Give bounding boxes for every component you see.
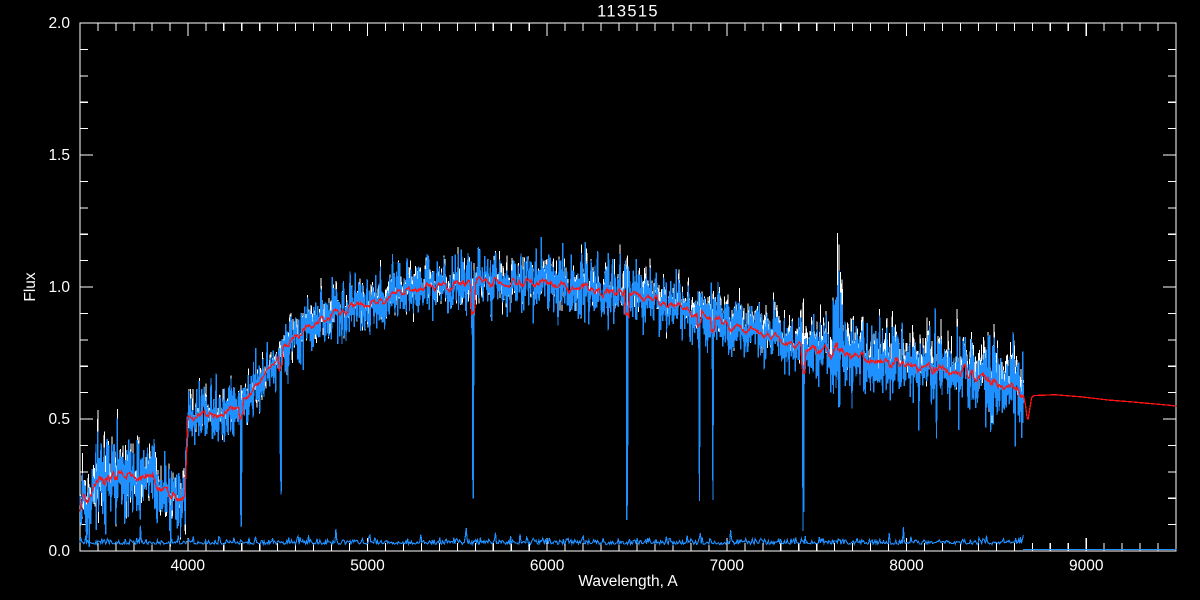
svg-text:113515: 113515 [597, 3, 659, 21]
svg-text:4000: 4000 [171, 558, 206, 575]
svg-text:7000: 7000 [710, 558, 745, 575]
svg-text:1.5: 1.5 [48, 147, 70, 164]
svg-text:0.5: 0.5 [48, 411, 70, 428]
svg-text:Flux: Flux [22, 272, 39, 302]
svg-text:2.0: 2.0 [48, 15, 70, 32]
svg-text:1.0: 1.0 [48, 279, 70, 296]
svg-text:8000: 8000 [889, 558, 924, 575]
svg-text:9000: 9000 [1069, 558, 1104, 575]
svg-text:Wavelength, A: Wavelength, A [578, 573, 678, 590]
svg-text:6000: 6000 [530, 558, 565, 575]
svg-text:0.0: 0.0 [48, 543, 70, 560]
svg-text:5000: 5000 [350, 558, 385, 575]
